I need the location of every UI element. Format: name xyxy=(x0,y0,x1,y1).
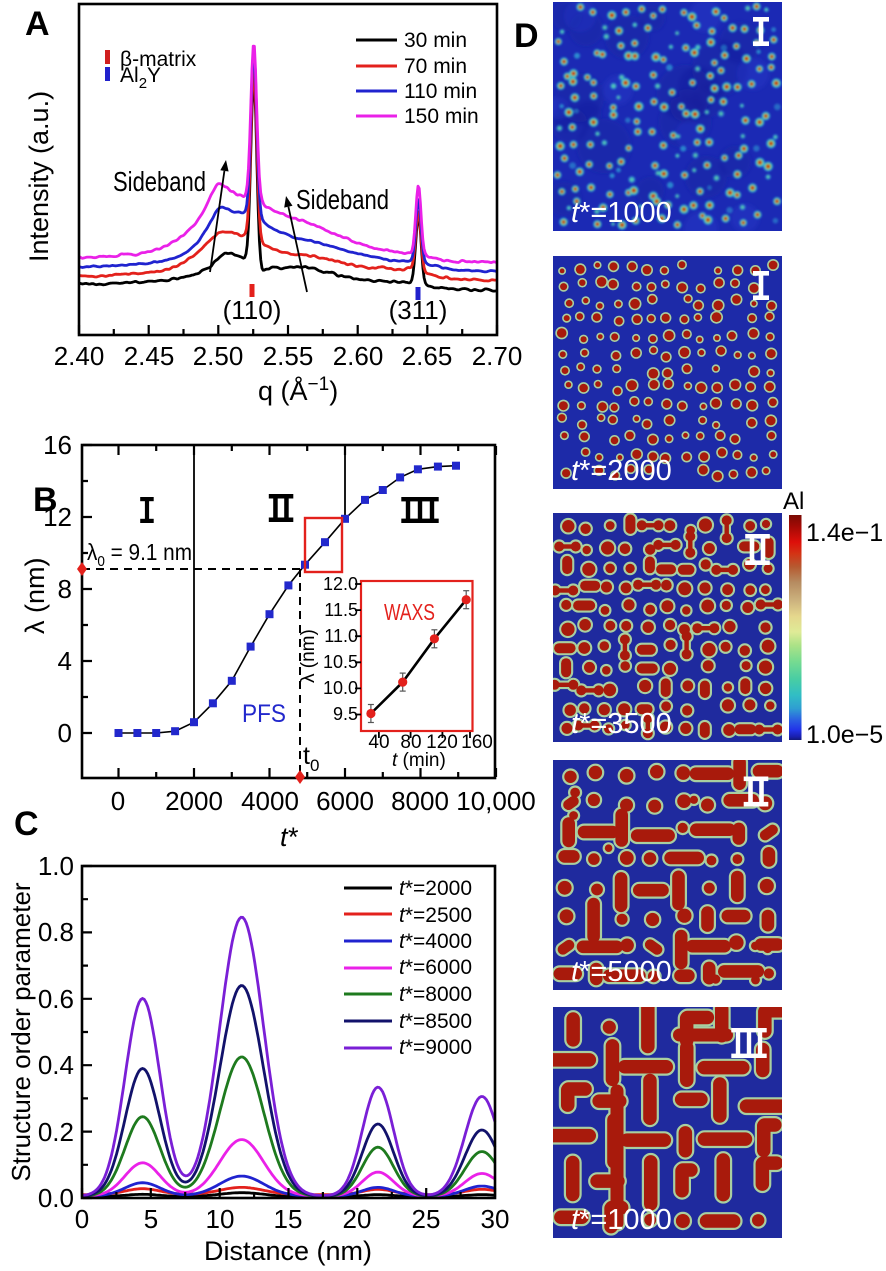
svg-text:120: 120 xyxy=(426,732,458,753)
svg-text:6000: 6000 xyxy=(316,786,374,816)
svg-text:t*=6000: t*=6000 xyxy=(399,956,472,979)
svg-text:t*=4000: t*=4000 xyxy=(399,930,472,953)
svg-text:4: 4 xyxy=(58,646,72,676)
svg-text:5: 5 xyxy=(144,1204,158,1234)
svg-text:15: 15 xyxy=(274,1204,303,1234)
svg-text:t*=1000: t*=1000 xyxy=(571,1204,672,1236)
svg-text:0: 0 xyxy=(111,786,125,816)
svg-text:0.8: 0.8 xyxy=(38,917,74,947)
svg-text:150 min: 150 min xyxy=(404,105,479,128)
svg-text:2.55: 2.55 xyxy=(263,341,314,371)
svg-text:12.0: 12.0 xyxy=(323,574,358,594)
svg-text:9.5: 9.5 xyxy=(333,704,358,724)
svg-text:t*=8000: t*=8000 xyxy=(399,983,472,1006)
svg-text:t*=2000: t*=2000 xyxy=(399,877,472,900)
svg-text:t (min): t (min) xyxy=(392,750,446,771)
svg-text:40: 40 xyxy=(368,732,389,753)
svg-text:t: t xyxy=(280,822,289,852)
svg-text:D: D xyxy=(514,17,539,55)
svg-text:30 min: 30 min xyxy=(404,29,467,52)
svg-text:12: 12 xyxy=(43,502,72,532)
svg-text:16: 16 xyxy=(43,430,72,460)
svg-text:A: A xyxy=(25,5,50,43)
svg-text:2.60: 2.60 xyxy=(333,341,384,371)
svg-text:t*=2000: t*=2000 xyxy=(571,455,672,487)
svg-text:t*=3500: t*=3500 xyxy=(571,708,672,740)
svg-text:q (Å−1): q (Å−1) xyxy=(258,374,338,406)
svg-text:2.65: 2.65 xyxy=(402,341,453,371)
svg-text:C: C xyxy=(14,805,39,843)
svg-text:80: 80 xyxy=(400,732,421,753)
svg-text:8000: 8000 xyxy=(391,786,449,816)
svg-text:70 min: 70 min xyxy=(404,55,467,78)
svg-text:0: 0 xyxy=(58,718,72,748)
svg-text:0: 0 xyxy=(75,1204,89,1234)
svg-text:0.6: 0.6 xyxy=(38,984,74,1014)
svg-text:Distance (nm): Distance (nm) xyxy=(204,1236,372,1266)
svg-text:1.4e−1: 1.4e−1 xyxy=(806,519,883,547)
svg-text:8: 8 xyxy=(58,574,72,604)
svg-text:0.2: 0.2 xyxy=(38,1117,74,1147)
svg-text:λ (nm): λ (nm) xyxy=(20,558,50,635)
svg-text:Intensity (a.u.): Intensity (a.u.) xyxy=(24,91,54,262)
svg-text:10,000: 10,000 xyxy=(456,786,536,816)
svg-text:λ0 = 9.1 nm: λ0 = 9.1 nm xyxy=(87,539,192,570)
svg-text:0.0: 0.0 xyxy=(38,1183,74,1213)
svg-text:B: B xyxy=(33,481,58,519)
svg-text:t*=1000: t*=1000 xyxy=(571,197,672,229)
svg-text:10.0: 10.0 xyxy=(323,678,358,698)
svg-text:2.45: 2.45 xyxy=(124,341,175,371)
svg-text:*: * xyxy=(288,822,299,852)
svg-text:10: 10 xyxy=(206,1204,235,1234)
svg-text:4000: 4000 xyxy=(241,786,299,816)
svg-text:160: 160 xyxy=(461,732,493,753)
svg-text:PFS: PFS xyxy=(242,700,286,728)
svg-text:Sideband: Sideband xyxy=(296,184,389,215)
svg-text:25: 25 xyxy=(412,1204,441,1234)
svg-text:30: 30 xyxy=(481,1204,510,1234)
svg-text:0.4: 0.4 xyxy=(38,1050,74,1080)
svg-text:11.5: 11.5 xyxy=(324,600,358,620)
svg-text:λ (nm): λ (nm) xyxy=(298,629,319,683)
svg-text:10.5: 10.5 xyxy=(323,652,358,672)
svg-text:2.40: 2.40 xyxy=(54,341,105,371)
svg-text:2.70: 2.70 xyxy=(472,341,523,371)
svg-text:2.50: 2.50 xyxy=(193,341,244,371)
svg-text:t*=9000: t*=9000 xyxy=(399,1036,472,1059)
svg-text:1.0e−5: 1.0e−5 xyxy=(806,721,883,749)
svg-text:11.0: 11.0 xyxy=(324,626,358,646)
svg-text:Sideband: Sideband xyxy=(113,166,206,197)
svg-text:Al: Al xyxy=(783,488,804,515)
svg-text:20: 20 xyxy=(343,1204,372,1234)
svg-text:t*=5000: t*=5000 xyxy=(571,956,672,988)
svg-text:(110): (110) xyxy=(223,295,282,325)
svg-text:(311): (311) xyxy=(389,295,448,325)
svg-text:1.0: 1.0 xyxy=(38,851,74,881)
svg-text:Structure order parameter: Structure order parameter xyxy=(6,882,36,1181)
svg-text:WAXS: WAXS xyxy=(384,599,435,625)
svg-text:t*=2500: t*=2500 xyxy=(399,904,472,927)
svg-text:110 min: 110 min xyxy=(404,80,477,103)
svg-text:2000: 2000 xyxy=(165,786,223,816)
svg-text:t*=8500: t*=8500 xyxy=(399,1010,472,1033)
svg-text:β-matrix: β-matrix xyxy=(120,48,197,71)
